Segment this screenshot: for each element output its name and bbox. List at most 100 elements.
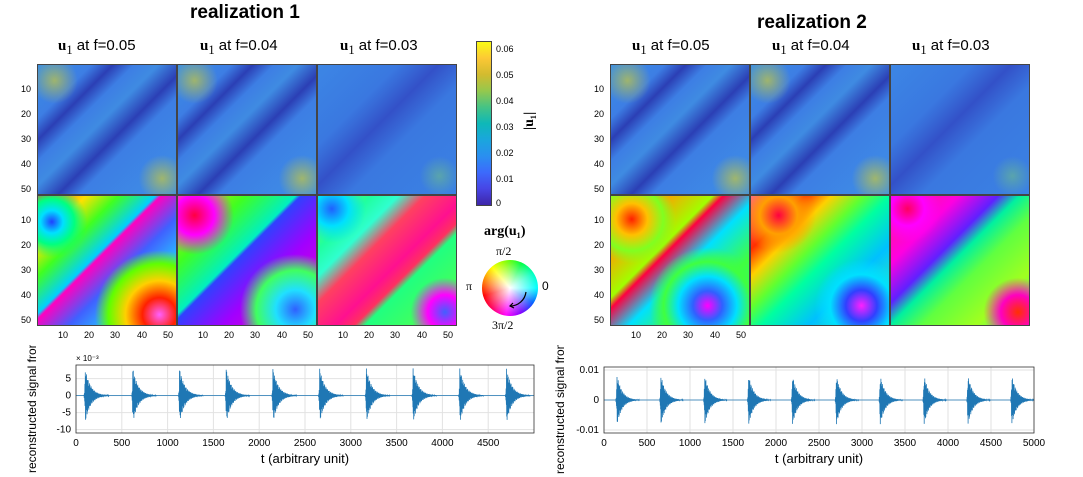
xtick-r2-10: 10 — [631, 330, 642, 340]
ytick-r2-bot-10: 10 — [594, 215, 605, 225]
xtick-r1c-10: 10 — [338, 330, 349, 340]
x-tick-label: 2500 — [294, 438, 317, 449]
x-tick-label: 1500 — [202, 438, 225, 449]
ytick-r2-bot-20: 20 — [594, 240, 605, 250]
phase-legend-left: π — [466, 279, 473, 293]
xtick-r1b-30: 30 — [250, 330, 261, 340]
y-tick-label: -10 — [57, 425, 72, 436]
x-tick-label: 3000 — [851, 438, 874, 449]
y-axis-label: reconstructed signal from κ₁ — [553, 345, 567, 474]
x-tick-label: 2000 — [248, 438, 271, 449]
y-tick-label: -0.01 — [576, 425, 599, 436]
x-tick-label: 4500 — [980, 438, 1003, 449]
colorbar-tick-0: 0 — [496, 198, 502, 208]
x-tick-label: 2500 — [808, 438, 831, 449]
ytick-r2-bot-40: 40 — [594, 290, 605, 300]
ytick-r2-bot-50: 50 — [594, 315, 605, 325]
x-axis-label: t (arbitrary unit) — [261, 451, 349, 466]
ytick-r1-top-30: 30 — [21, 134, 32, 144]
axes-box — [603, 366, 1035, 434]
right-title: realization 2 — [757, 12, 867, 33]
heatmap-r1-phase-f004 — [177, 195, 317, 326]
ytick-r1-bot-30: 30 — [21, 265, 32, 275]
xtick-r2-40: 40 — [710, 330, 721, 340]
ytick-r2-top-40: 40 — [594, 159, 605, 169]
x-tick-label: 5000 — [1023, 438, 1046, 449]
colorbar-tick-004: 0.04 — [496, 96, 514, 106]
signal-plot-left: 0 500 1000 1500 2000 2500 3000 3500 4000 4500 5 0 -5… — [25, 345, 535, 473]
colorbar-tick-003: 0.03 — [496, 122, 514, 132]
ytick-r1-top-40: 40 — [21, 159, 32, 169]
phase-legend-label: arg(u₁) — [484, 224, 526, 239]
y-tick-label: -5 — [62, 408, 71, 419]
xtick-r1c-20: 20 — [364, 330, 375, 340]
x-tick-label: 3500 — [385, 438, 408, 449]
phase-legend-top: π/2 — [496, 244, 512, 258]
ytick-r2-top-30: 30 — [594, 134, 605, 144]
xtick-r1-50: 50 — [163, 330, 174, 340]
col-title-right-3: u1 at f=0.03 — [912, 37, 990, 57]
x-tick-label: 3500 — [894, 438, 917, 449]
col-title-left-2: u1 at f=0.04 — [200, 37, 278, 57]
col-title-left-1: u1 at f=0.05 — [58, 37, 136, 57]
phase-wheel-arrow — [508, 291, 527, 309]
ytick-r1-bot-50: 50 — [21, 315, 32, 325]
col-title-left-3: u1 at f=0.03 — [340, 37, 418, 57]
axes-box — [75, 364, 535, 434]
ytick-r1-top-10: 10 — [21, 84, 32, 94]
xtick-r1-40: 40 — [137, 330, 148, 340]
xtick-r1c-30: 30 — [390, 330, 401, 340]
colorbar-tick-001: 0.01 — [496, 174, 514, 184]
phase-legend-bottom: 3π/2 — [492, 318, 514, 332]
x-tick-label: 500 — [639, 438, 656, 449]
y-tick-label: 5 — [65, 374, 71, 385]
ytick-r1-top-50: 50 — [21, 184, 32, 194]
heatmap-r1-mag-f003 — [317, 64, 457, 195]
ytick-r2-top-10: 10 — [594, 84, 605, 94]
ytick-r1-bot-10: 10 — [21, 215, 32, 225]
left-title: realization 1 — [190, 2, 300, 23]
heatmap-r1-phase-f003 — [317, 195, 457, 326]
ytick-r1-bot-40: 40 — [21, 290, 32, 300]
heatmap-r2-phase-f004 — [750, 195, 890, 326]
colorbar-tick-005: 0.05 — [496, 70, 514, 80]
xtick-r1c-50: 50 — [443, 330, 454, 340]
xtick-r1-10: 10 — [58, 330, 69, 340]
xtick-r1b-10: 10 — [198, 330, 209, 340]
signal-series-line — [76, 368, 534, 420]
ytick-r1-top-20: 20 — [21, 109, 32, 119]
xtick-r1c-40: 40 — [417, 330, 428, 340]
y-tick-label: 0 — [65, 391, 71, 402]
x-tick-label: 0 — [601, 438, 607, 449]
colorbar-label: |u₁| — [522, 111, 537, 130]
ytick-r2-top-20: 20 — [594, 109, 605, 119]
heatmap-r1-phase-f005 — [37, 195, 177, 326]
xtick-r2-20: 20 — [657, 330, 668, 340]
y-tick-label: 0 — [593, 395, 599, 406]
ytick-r2-bot-30: 30 — [594, 265, 605, 275]
x-tick-label: 1000 — [156, 438, 179, 449]
colorbar-tick-006: 0.06 — [496, 44, 514, 54]
heatmap-r2-mag-f005 — [610, 64, 750, 195]
x-tick-label: 1000 — [679, 438, 702, 449]
y-axis-label: reconstructed signal from κ₁ — [25, 345, 39, 473]
heatmap-r1-mag-f005 — [37, 64, 177, 195]
x-tick-label: 0 — [73, 438, 79, 449]
x-tick-label: 4000 — [937, 438, 960, 449]
x-axis-label: t (arbitrary unit) — [775, 451, 863, 466]
signal-series-line — [604, 376, 1035, 425]
col-title-right-1: u1 at f=0.05 — [632, 37, 710, 57]
x-tick-label: 2000 — [765, 438, 788, 449]
x-tick-label: 1500 — [722, 438, 745, 449]
xtick-r1-30: 30 — [110, 330, 121, 340]
x-tick-label: 4500 — [477, 438, 500, 449]
x-tick-label: 500 — [113, 438, 130, 449]
y-exponent-label: × 10⁻³ — [76, 354, 99, 363]
ytick-r1-bot-20: 20 — [21, 240, 32, 250]
col-title-right-2: u1 at f=0.04 — [772, 37, 850, 57]
phase-legend-right: 0 — [542, 279, 549, 293]
heatmap-r2-mag-f004 — [750, 64, 890, 195]
xtick-r2-30: 30 — [683, 330, 694, 340]
ytick-r2-top-50: 50 — [594, 184, 605, 194]
heatmap-r2-mag-f003 — [890, 64, 1030, 195]
